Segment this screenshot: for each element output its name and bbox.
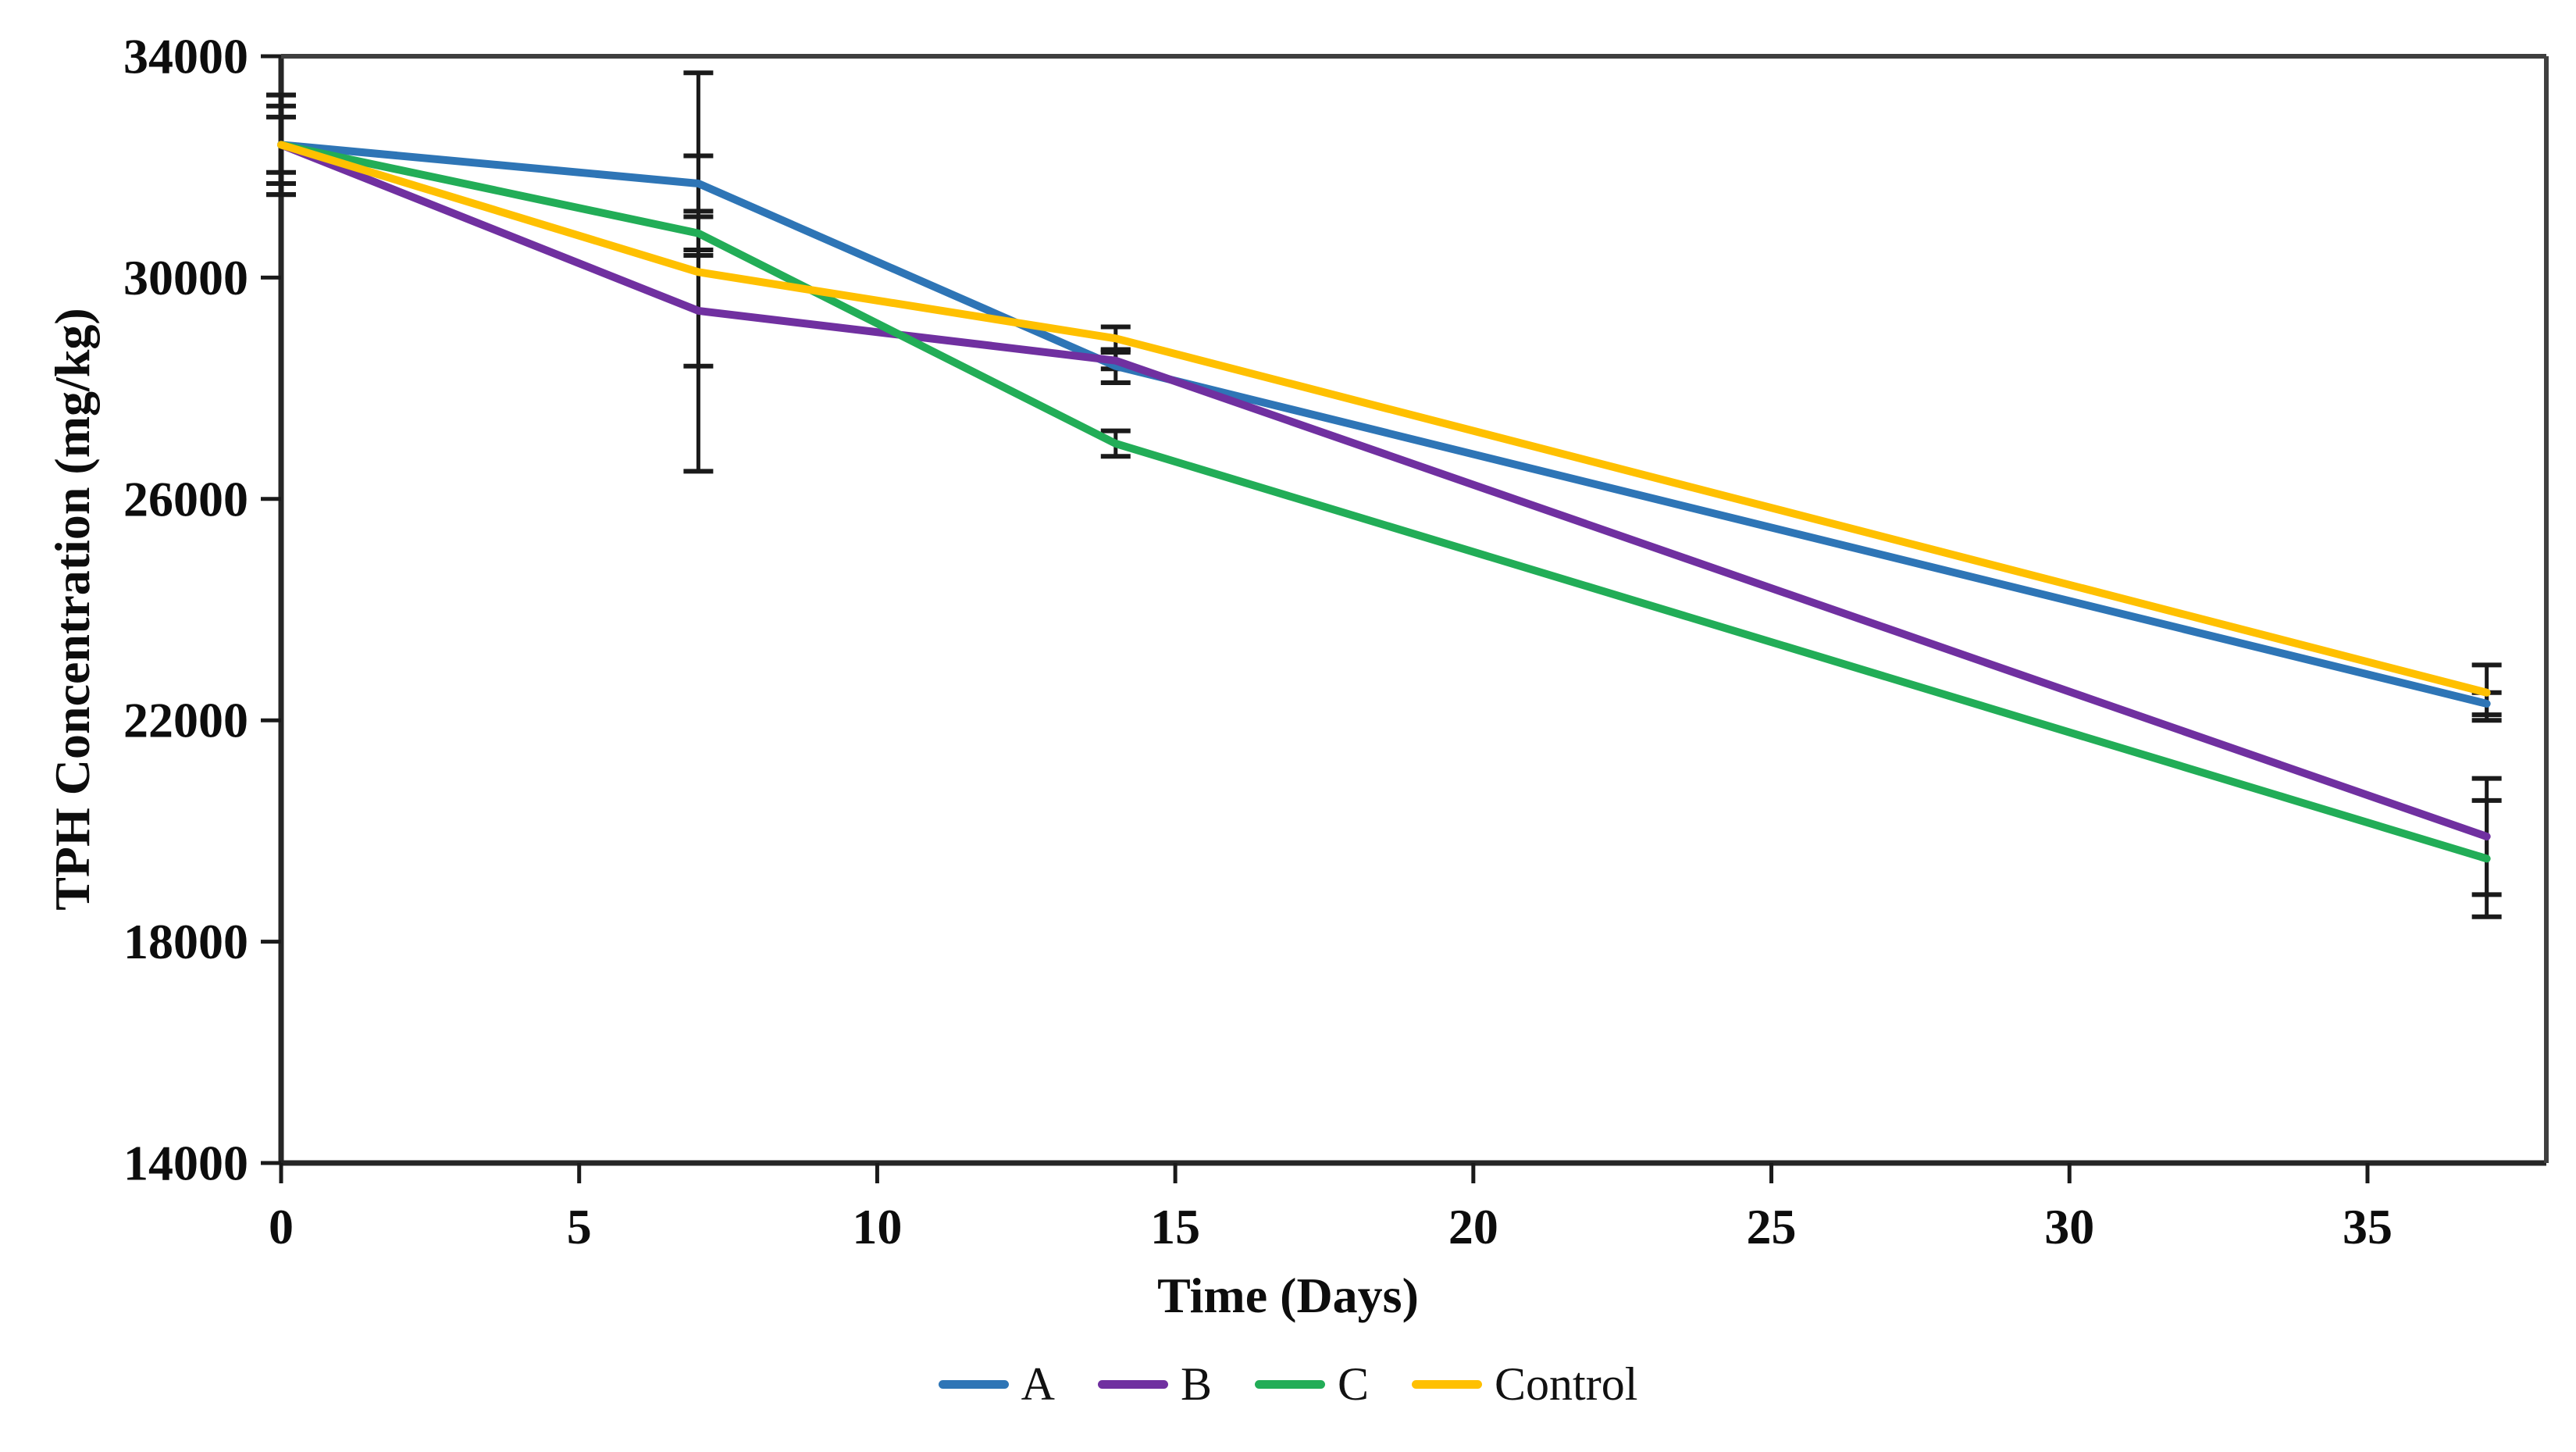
- x-tick-label: 20: [1448, 1199, 1498, 1254]
- axis-ticks: [261, 54, 2370, 1183]
- x-tick-label: 0: [269, 1199, 294, 1254]
- x-axis-title: Time (Days): [1157, 1268, 1419, 1323]
- y-tick-label: 14000: [123, 1136, 248, 1191]
- y-tick-label: 18000: [123, 914, 248, 969]
- x-tick-label: 15: [1150, 1199, 1200, 1254]
- error-bars: [266, 70, 2502, 919]
- legend-item-Control: Control: [1412, 1361, 1637, 1407]
- legend-item-A: A: [938, 1358, 1055, 1410]
- x-tick-label: 10: [852, 1199, 902, 1254]
- legend-label: A: [1021, 1358, 1055, 1410]
- legend-label: Control: [1495, 1358, 1638, 1410]
- series-line-A: [277, 141, 2491, 708]
- legend-label: B: [1180, 1358, 1212, 1410]
- x-tick-label: 30: [2044, 1199, 2094, 1254]
- legend-swatch: [938, 1379, 1009, 1389]
- legend-label: C: [1338, 1358, 1370, 1410]
- legend-swatch: [1097, 1379, 1168, 1389]
- legend-item-C: C: [1255, 1361, 1369, 1407]
- y-axis-title: TPH Concentration (mg/kg): [45, 308, 100, 911]
- series-lines: [277, 141, 2491, 863]
- x-tick-label: 5: [567, 1199, 592, 1254]
- y-tick-label: 22000: [123, 693, 248, 748]
- plot-frame: [278, 54, 2549, 1166]
- y-tick-label: 26000: [123, 471, 248, 526]
- legend-item-B: B: [1097, 1358, 1212, 1410]
- series-line-C: [277, 141, 2491, 863]
- legend-swatch: [1412, 1379, 1483, 1389]
- legend: A B C Control: [0, 1361, 2576, 1407]
- legend-swatch: [1255, 1379, 1325, 1389]
- x-tick-label: 35: [2343, 1199, 2393, 1254]
- y-tick-label: 30000: [123, 250, 248, 305]
- x-tick-label: 25: [1747, 1199, 1797, 1254]
- axis-tick-labels: 34000 30000 26000 22000 18000 14000 0 5 10 15 20 25…: [123, 29, 2393, 1255]
- series-line-Control: [277, 141, 2491, 697]
- y-tick-label: 34000: [123, 29, 248, 84]
